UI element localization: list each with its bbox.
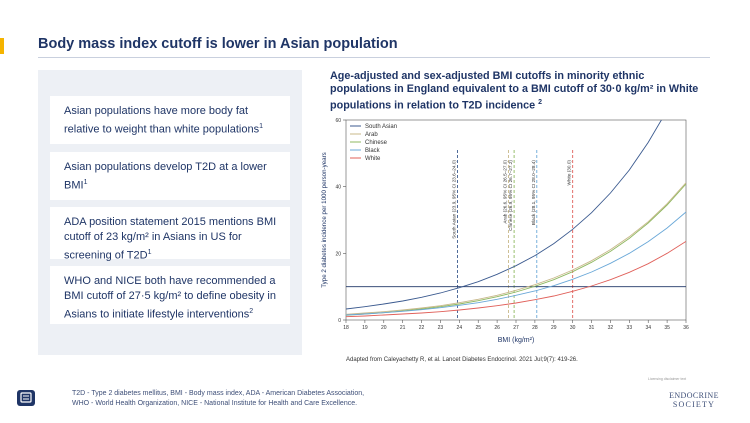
legend-label: Arab <box>365 132 378 138</box>
point-text: Asian populations have more body fat rel… <box>64 105 260 136</box>
x-tick-label: 30 <box>570 325 576 331</box>
y-tick-label: 0 <box>338 318 341 324</box>
series-line <box>346 240 686 318</box>
series-line <box>346 211 686 316</box>
cutoff-label: South Asian (23.9, 95% CI 23.6–24.0) <box>451 160 456 239</box>
slide-title: Body mass index cutoff is lower in Asian… <box>38 36 398 52</box>
title-divider <box>38 57 710 58</box>
x-tick-label: 34 <box>645 325 651 331</box>
document-icon <box>17 390 35 406</box>
point-card-2: Asian populations develop T2D at a lower… <box>50 152 290 200</box>
x-tick-label: 25 <box>475 325 481 331</box>
title-accent-bar <box>0 38 4 54</box>
x-tick-label: 27 <box>513 325 519 331</box>
x-tick-label: 21 <box>400 325 406 331</box>
x-tick-label: 33 <box>627 325 633 331</box>
license-note: Licensing disclaimer text <box>648 377 687 381</box>
legend-label: White <box>365 156 381 162</box>
point-ref: 2 <box>249 308 254 315</box>
point-ref: 1 <box>83 179 88 186</box>
footnote-line-1: T2D - Type 2 diabetes mellitus, BMI - Bo… <box>72 390 365 397</box>
y-tick-label: 60 <box>335 118 341 124</box>
x-tick-label: 36 <box>683 325 689 331</box>
legend-label: Chinese <box>365 140 388 146</box>
x-tick-label: 24 <box>457 325 463 331</box>
bmi-incidence-chart: 0 20 40 60 18 19 20 21 22 23 24 25 26 27 28 29 30 31 32 33 3… <box>321 118 689 344</box>
x-tick-label: 18 <box>343 325 349 331</box>
cutoff-label: Arab (26.6, 95% CI 26.5–27.0) <box>502 160 507 224</box>
x-tick-label: 31 <box>589 325 595 331</box>
point-ref: 1 <box>259 123 263 130</box>
key-points-panel: Asian populations have more body fat rel… <box>38 70 302 355</box>
x-tick-label: 32 <box>608 325 614 331</box>
cutoff-label: Chinese (26.9, 95% CI 26.7–27.2) <box>508 160 513 231</box>
x-tick-label: 35 <box>664 325 670 331</box>
point-card-3: ADA position statement 2015 mentions BMI… <box>50 207 290 262</box>
x-tick-label: 19 <box>362 325 368 331</box>
cutoff-label: Black (28.1, 95% CI 28.0–28.4) <box>531 160 536 226</box>
chart-heading: Age-adjusted and sex-adjusted BMI cutoff… <box>330 70 700 113</box>
chart-heading-ref: 2 <box>538 99 543 106</box>
x-axis-label: BMI (kg/m²) <box>498 337 535 344</box>
footnote-line-2: WHO - World Health Organization, NICE - … <box>72 400 358 407</box>
chart-heading-text: Age-adjusted and sex-adjusted BMI cutoff… <box>330 70 699 112</box>
y-tick-label: 40 <box>335 185 341 191</box>
x-tick-label: 23 <box>438 325 444 331</box>
y-axis-label: Type 2 diabetes incidence per 1000 perso… <box>321 152 328 288</box>
legend-label: Black <box>365 148 381 154</box>
x-tick-label: 22 <box>419 325 425 331</box>
abbreviations-footnote: T2D - Type 2 diabetes mellitus, BMI - Bo… <box>72 389 492 409</box>
citation: Adapted from Caleyachetty R, et al. Lanc… <box>346 357 578 363</box>
y-tick-label: 20 <box>335 251 341 257</box>
endocrine-society-logo: ENDOCRINE SOCIETY <box>669 391 719 409</box>
x-tick-label: 29 <box>551 325 557 331</box>
legend-label: South Asian <box>365 124 397 130</box>
series-line <box>346 182 686 315</box>
point-card-4: WHO and NICE both have recommended a BMI… <box>50 266 290 324</box>
point-ref: 1 <box>147 249 152 256</box>
cutoff-label: White (30.0) <box>567 160 572 186</box>
x-tick-label: 28 <box>532 325 538 331</box>
point-text: WHO and NICE both have recommended a BMI… <box>64 275 276 321</box>
x-tick-label: 26 <box>494 325 500 331</box>
x-tick-label: 20 <box>381 325 387 331</box>
point-text: ADA position statement 2015 mentions BMI… <box>64 216 277 262</box>
series-line <box>346 120 662 310</box>
point-card-1: Asian populations have more body fat rel… <box>50 96 290 144</box>
point-text: Asian populations develop T2D at a lower… <box>64 161 267 192</box>
